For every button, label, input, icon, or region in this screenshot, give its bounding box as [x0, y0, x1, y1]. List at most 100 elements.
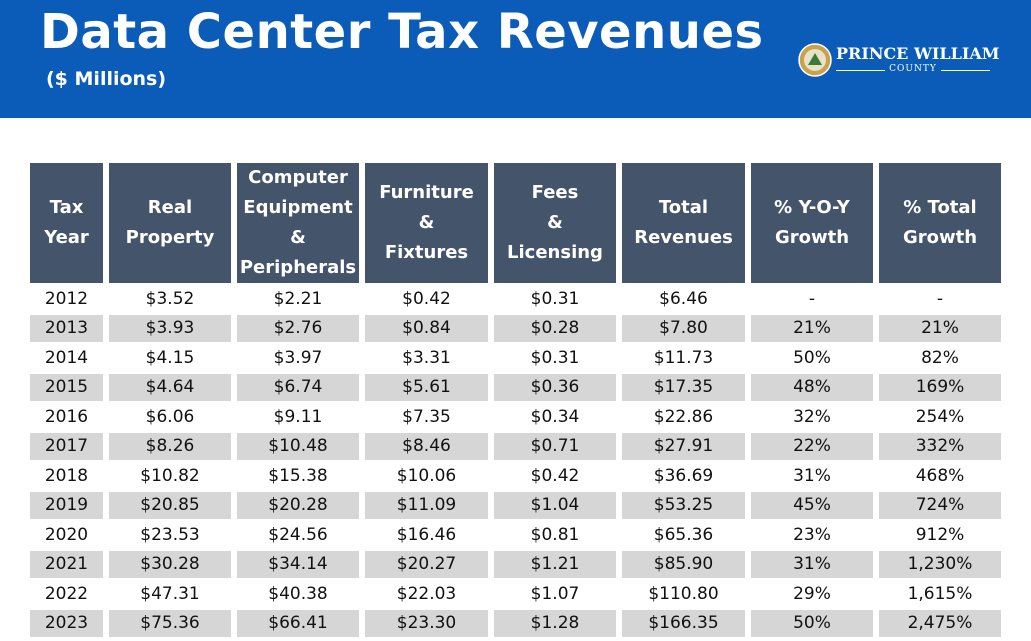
- table-cell: 31%: [793, 465, 831, 486]
- table-cell: $23.53: [140, 524, 200, 545]
- header-line: &: [547, 212, 563, 233]
- table-cell: 2019: [30, 491, 103, 519]
- table-cell: $20.85: [109, 491, 231, 519]
- column-header: Tax Year: [30, 163, 103, 283]
- table-cell: $0.42: [402, 288, 451, 309]
- table-cell: $75.36: [109, 609, 231, 637]
- table-cell: 82%: [921, 347, 959, 368]
- header-line: Computer: [248, 167, 348, 188]
- header-line: Growth: [902, 227, 978, 248]
- table-cell: 21%: [879, 314, 1001, 342]
- table-cell: 22%: [751, 432, 873, 460]
- header-line: &: [418, 212, 435, 233]
- table-cell: $0.34: [530, 406, 580, 427]
- table-cell: 23%: [793, 524, 831, 545]
- table-cell: $1.28: [494, 609, 616, 637]
- logo-sub-text: COUNTY: [885, 64, 941, 74]
- logo-emblem: [798, 43, 832, 77]
- table-cell: 21%: [751, 314, 873, 342]
- table-cell: $22.03: [396, 583, 457, 604]
- logo-sub: COUNTY: [836, 64, 990, 74]
- table-cell: 2022: [44, 583, 89, 604]
- table-row: 2016 $6.06 $9.11 $7.35 $0.34 $22.86 32% 254%: [30, 403, 1001, 431]
- title: Data Center Tax Revenues: [40, 4, 764, 60]
- header-line: Equipment: [243, 197, 353, 218]
- table-cell: 2021: [30, 550, 103, 578]
- table-cell: $3.31: [402, 347, 451, 368]
- table-cell: $4.15: [145, 347, 195, 368]
- table-cell: $10.82: [140, 465, 200, 486]
- logo: PRINCE WILLIAM COUNTY: [798, 40, 1000, 84]
- header-line: % Total: [903, 197, 977, 218]
- table-cell: $20.28: [237, 491, 359, 519]
- header-line: Peripherals: [239, 257, 357, 278]
- table-cell: 2023: [30, 609, 103, 637]
- header-line: Property: [125, 227, 215, 248]
- table-row: 2018 $10.82 $15.38 $10.06 $0.42 $36.69 31% 468%: [30, 462, 1001, 490]
- header-line: Furniture: [379, 182, 474, 203]
- table-cell: $1.21: [494, 550, 616, 578]
- table-cell: $16.46: [396, 524, 457, 545]
- table-cell: -: [936, 288, 944, 309]
- table-cell: $2.76: [237, 314, 359, 342]
- header-line: Growth: [774, 227, 850, 248]
- table-cell: $10.06: [396, 465, 457, 486]
- table-cell: $5.61: [365, 373, 488, 401]
- table-cell: $0.84: [365, 314, 488, 342]
- table-cell: $85.90: [622, 550, 745, 578]
- table-cell: $30.28: [109, 550, 231, 578]
- table-cell: 2,475%: [879, 609, 1001, 637]
- table-cell: 2020: [44, 524, 89, 545]
- table-cell: $3.93: [109, 314, 231, 342]
- table-row: 2019 $20.85 $20.28 $11.09 $1.04 $53.25 45% 724%: [30, 491, 1001, 519]
- table-cell: $11.73: [653, 347, 714, 368]
- table-cell: $22.86: [653, 406, 714, 427]
- table-cell: 169%: [879, 373, 1001, 401]
- header-line: Total: [658, 197, 709, 218]
- header-line: Year: [44, 227, 89, 248]
- table-cell: $0.36: [494, 373, 616, 401]
- header-line: % Y-O-Y: [774, 197, 850, 218]
- table-cell: 724%: [879, 491, 1001, 519]
- table-cell: $36.69: [653, 465, 714, 486]
- table-row: 2021 $30.28 $34.14 $20.27 $1.21 $85.90 31% 1,23…: [30, 550, 1001, 578]
- header-line: Licensing: [507, 242, 603, 263]
- table-cell: $110.80: [648, 583, 719, 604]
- table-cell: $10.48: [237, 432, 359, 460]
- revenue-table: Tax Year Real Property Computer Equipment & Per…: [24, 161, 1007, 639]
- table-row: 2015 $4.64 $6.74 $5.61 $0.36 $17.35 48% 169%: [30, 373, 1001, 401]
- table-cell: 912%: [915, 524, 965, 545]
- table-row: 2013 $3.93 $2.76 $0.84 $0.28 $7.80 21% 21%: [30, 314, 1001, 342]
- table-cell: 254%: [915, 406, 965, 427]
- table-cell: $15.38: [268, 465, 328, 486]
- table-cell: $9.11: [273, 406, 323, 427]
- table-cell: 29%: [793, 583, 831, 604]
- table-row: 2012 $3.52 $2.21 $0.42 $0.31 $6.46 - -: [30, 285, 1001, 313]
- header-line: Fees: [531, 182, 579, 203]
- table-cell: 2018: [44, 465, 89, 486]
- table-cell: $6.06: [145, 406, 195, 427]
- column-header: Computer Equipment & Peripherals: [237, 163, 359, 283]
- table-cell: $17.35: [622, 373, 745, 401]
- table-cell: $8.26: [109, 432, 231, 460]
- table-cell: $23.30: [365, 609, 488, 637]
- table-row: 2023 $75.36 $66.41 $23.30 $1.28 $166.35 50% 2,4…: [30, 609, 1001, 637]
- logo-name: PRINCE WILLIAM: [836, 44, 1000, 63]
- table-cell: 50%: [751, 609, 873, 637]
- table-cell: $1.07: [530, 583, 580, 604]
- table-cell: 332%: [879, 432, 1001, 460]
- table-cell: $47.31: [140, 583, 200, 604]
- table-cell: $1.04: [494, 491, 616, 519]
- header-line: Revenues: [634, 227, 733, 248]
- table-cell: $0.31: [530, 347, 580, 368]
- table-row: 2022 $47.31 $40.38 $22.03 $1.07 $110.80 29% 1,6…: [30, 580, 1001, 608]
- table-cell: 2013: [30, 314, 103, 342]
- table-cell: 2012: [44, 288, 89, 309]
- header-line: Tax: [49, 197, 84, 218]
- table-cell: 2016: [44, 406, 89, 427]
- table-cell: $27.91: [622, 432, 745, 460]
- table-cell: $40.38: [268, 583, 328, 604]
- column-header: % Total Growth: [879, 163, 1001, 283]
- table-cell: $65.36: [653, 524, 714, 545]
- table-cell: 50%: [793, 347, 831, 368]
